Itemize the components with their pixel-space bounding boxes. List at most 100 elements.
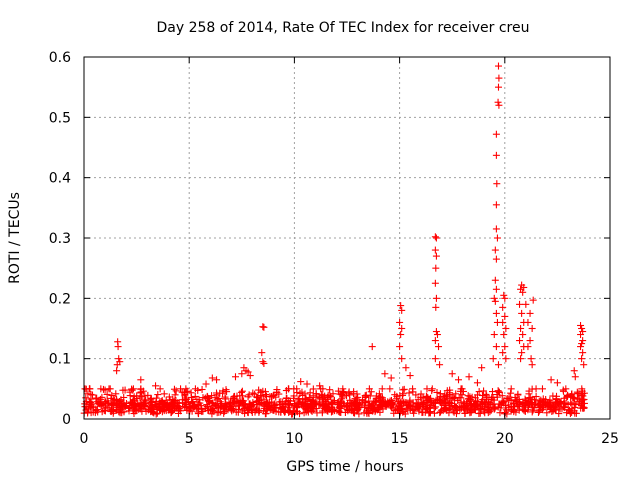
data-point: [499, 303, 507, 311]
data-point: [290, 401, 298, 409]
data-point: [373, 404, 381, 412]
data-point: [260, 323, 268, 331]
data-point: [388, 398, 396, 406]
data-point: [343, 392, 351, 400]
data-point: [273, 386, 281, 394]
data-point: [576, 397, 584, 405]
data-point: [222, 386, 230, 394]
data-point: [490, 294, 498, 302]
data-point: [381, 370, 389, 378]
data-point: [191, 392, 199, 400]
data-point: [330, 397, 338, 405]
data-point: [86, 385, 94, 393]
data-point: [494, 361, 502, 369]
data-point: [270, 391, 278, 399]
data-point: [398, 402, 406, 410]
data-point: [402, 364, 410, 372]
data-point: [305, 394, 313, 402]
data-point: [492, 130, 500, 138]
data-point: [86, 397, 94, 405]
data-point: [529, 406, 537, 414]
data-point: [285, 409, 293, 417]
data-point: [492, 309, 500, 317]
data-point: [543, 409, 551, 417]
data-point: [532, 393, 540, 401]
data-point: [499, 349, 507, 357]
data-point: [419, 400, 427, 408]
data-point: [87, 390, 95, 398]
data-points: [80, 62, 588, 418]
data-point: [372, 392, 380, 400]
data-point: [194, 386, 202, 394]
data-point: [491, 246, 499, 254]
data-point: [376, 408, 384, 416]
data-point: [430, 409, 438, 417]
data-point: [244, 406, 252, 414]
data-point: [398, 306, 406, 314]
data-point: [456, 406, 464, 414]
data-point: [524, 318, 532, 326]
data-point: [198, 408, 206, 416]
x-tick-labels: 0 5 10 15 20 25: [80, 431, 619, 447]
data-point: [83, 402, 91, 410]
data-point: [170, 405, 178, 413]
data-point: [577, 404, 585, 412]
y-tick-label: 0: [62, 412, 71, 428]
data-point: [562, 385, 570, 393]
data-point: [230, 398, 238, 406]
data-point: [147, 394, 155, 402]
data-point: [432, 264, 440, 272]
data-point: [476, 404, 484, 412]
data-point: [432, 328, 440, 336]
data-point: [492, 225, 500, 233]
data-point: [495, 74, 503, 82]
data-point: [432, 303, 440, 311]
data-point: [397, 331, 405, 339]
data-point: [473, 391, 481, 399]
data-point: [530, 396, 538, 404]
data-point: [526, 337, 534, 345]
data-point: [402, 404, 410, 412]
data-point: [114, 343, 122, 351]
data-point: [115, 402, 123, 410]
data-point: [164, 401, 172, 409]
data-point: [437, 408, 445, 416]
data-point: [282, 387, 290, 395]
data-point: [428, 385, 436, 393]
data-point: [126, 392, 134, 400]
data-point: [110, 407, 118, 415]
data-point: [550, 404, 558, 412]
data-point: [313, 393, 321, 401]
data-point: [535, 397, 543, 405]
data-point: [106, 385, 114, 393]
data-point: [489, 355, 497, 363]
data-point: [528, 325, 536, 332]
data-point: [478, 398, 486, 406]
data-point: [377, 393, 385, 401]
data-point: [117, 396, 125, 404]
data-point: [539, 395, 547, 403]
data-point: [203, 392, 211, 400]
data-point: [513, 397, 521, 405]
data-point: [579, 349, 587, 357]
data-point: [245, 391, 253, 399]
data-point: [295, 399, 303, 407]
data-point: [517, 355, 525, 363]
data-point: [371, 397, 379, 405]
data-point: [436, 390, 444, 398]
data-point: [286, 397, 294, 405]
data-point: [529, 296, 537, 304]
data-point: [321, 392, 329, 400]
data-point: [489, 394, 497, 402]
data-point: [525, 387, 533, 395]
data-point: [386, 385, 394, 393]
data-point: [404, 406, 412, 414]
data-point: [475, 388, 483, 396]
data-point: [188, 400, 196, 408]
data-point: [257, 388, 265, 396]
data-point: [578, 325, 586, 332]
data-point: [182, 394, 190, 402]
data-point: [518, 349, 526, 357]
x-tick-label: 20: [496, 431, 514, 447]
data-point: [299, 391, 307, 399]
